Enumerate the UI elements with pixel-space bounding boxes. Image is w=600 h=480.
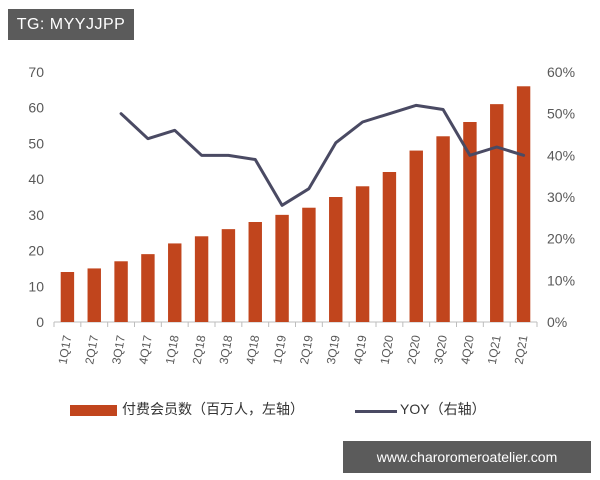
svg-text:30: 30 xyxy=(28,207,44,223)
svg-text:2Q20: 2Q20 xyxy=(404,334,423,366)
svg-text:2Q18: 2Q18 xyxy=(190,334,209,366)
svg-text:70: 70 xyxy=(28,64,44,80)
svg-text:60%: 60% xyxy=(547,64,575,80)
svg-text:3Q17: 3Q17 xyxy=(109,334,128,366)
svg-text:20: 20 xyxy=(28,243,44,259)
svg-text:10: 10 xyxy=(28,278,44,294)
svg-text:2Q21: 2Q21 xyxy=(512,334,531,366)
svg-text:1Q19: 1Q19 xyxy=(270,334,289,366)
svg-text:40%: 40% xyxy=(547,147,575,163)
svg-text:2Q19: 2Q19 xyxy=(297,334,316,366)
svg-text:0: 0 xyxy=(36,314,44,330)
svg-text:50%: 50% xyxy=(547,106,575,122)
svg-text:4Q18: 4Q18 xyxy=(243,334,262,366)
svg-text:4Q20: 4Q20 xyxy=(458,334,477,366)
svg-text:3Q20: 3Q20 xyxy=(431,334,450,366)
svg-text:1Q18: 1Q18 xyxy=(163,334,182,366)
svg-text:10%: 10% xyxy=(547,272,575,288)
svg-text:20%: 20% xyxy=(547,231,575,247)
svg-text:4Q19: 4Q19 xyxy=(351,334,370,366)
svg-text:4Q17: 4Q17 xyxy=(136,334,155,366)
svg-text:0%: 0% xyxy=(547,314,567,330)
svg-text:30%: 30% xyxy=(547,189,575,205)
svg-text:1Q21: 1Q21 xyxy=(485,334,504,366)
svg-text:1Q17: 1Q17 xyxy=(55,334,74,366)
svg-text:1Q20: 1Q20 xyxy=(377,334,396,366)
svg-text:40: 40 xyxy=(28,171,44,187)
svg-text:50: 50 xyxy=(28,135,44,151)
svg-text:60: 60 xyxy=(28,100,44,116)
svg-text:3Q18: 3Q18 xyxy=(216,334,235,366)
svg-text:3Q19: 3Q19 xyxy=(324,334,343,366)
svg-text:2Q17: 2Q17 xyxy=(82,334,101,366)
